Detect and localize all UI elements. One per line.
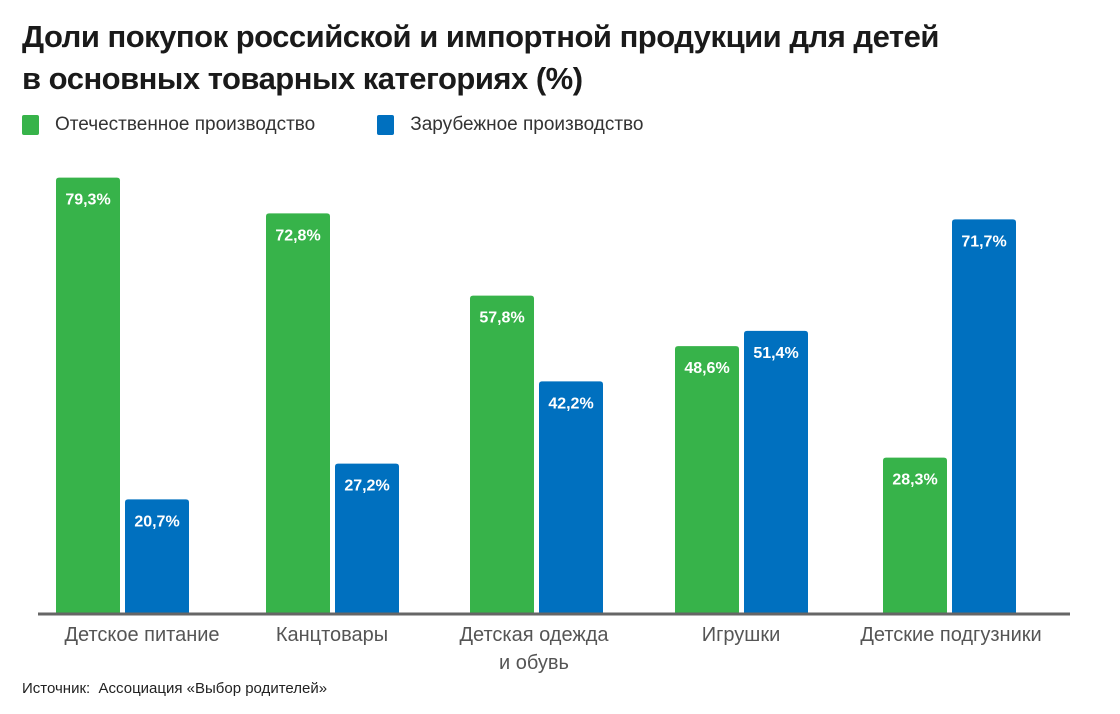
bar-domestic <box>56 177 120 613</box>
source-text: Ассоциация «Выбор родителей» <box>98 680 328 697</box>
chart-title: Доли покупок российской и импортной прод… <box>22 16 939 100</box>
bar-domestic <box>266 213 330 613</box>
category-label: Канцтовары <box>276 624 388 646</box>
data-label: 20,7% <box>134 513 179 530</box>
data-label: 57,8% <box>479 310 524 327</box>
category-label: Детское питание <box>64 624 219 646</box>
category-label: Детские подгузники <box>860 624 1041 646</box>
legend-label-domestic: Отечественное производство <box>55 114 316 135</box>
chart-title-line-2: в основных товарных категориях (%) <box>22 61 583 96</box>
source-label: Источник: <box>22 680 91 697</box>
bar-foreign <box>539 381 603 613</box>
bar-foreign <box>125 499 189 613</box>
data-label: 72,8% <box>275 227 320 244</box>
data-label: 27,2% <box>344 478 389 495</box>
data-label: 71,7% <box>961 233 1006 250</box>
category-label: Игрушки <box>702 624 781 646</box>
bar-foreign <box>952 219 1016 613</box>
legend-swatch-domestic <box>22 115 39 135</box>
legend-item-domestic: Отечественное производство <box>22 114 315 136</box>
data-label: 79,3% <box>65 192 110 209</box>
chart-title-line-1: Доли покупок российской и импортной прод… <box>22 19 939 54</box>
legend-swatch-foreign <box>377 115 395 135</box>
legend: Отечественное производство Зарубежное пр… <box>22 114 706 136</box>
bar-foreign <box>335 463 399 613</box>
legend-item-foreign: Зарубежное производство <box>377 114 644 136</box>
category-label: Детская одежда <box>459 624 609 646</box>
bar-domestic <box>470 295 534 613</box>
data-label: 42,2% <box>548 395 593 412</box>
bar-domestic <box>675 346 739 613</box>
data-label: 28,3% <box>892 472 937 489</box>
source-note: Источник: Ассоциация «Выбор родителей» <box>22 680 327 697</box>
category-label: и обувь <box>499 652 569 674</box>
data-label: 51,4% <box>753 345 798 362</box>
legend-label-foreign: Зарубежное производство <box>410 114 644 135</box>
bar-foreign <box>744 330 808 613</box>
bar-domestic <box>883 457 947 613</box>
data-label: 48,6% <box>684 360 729 377</box>
